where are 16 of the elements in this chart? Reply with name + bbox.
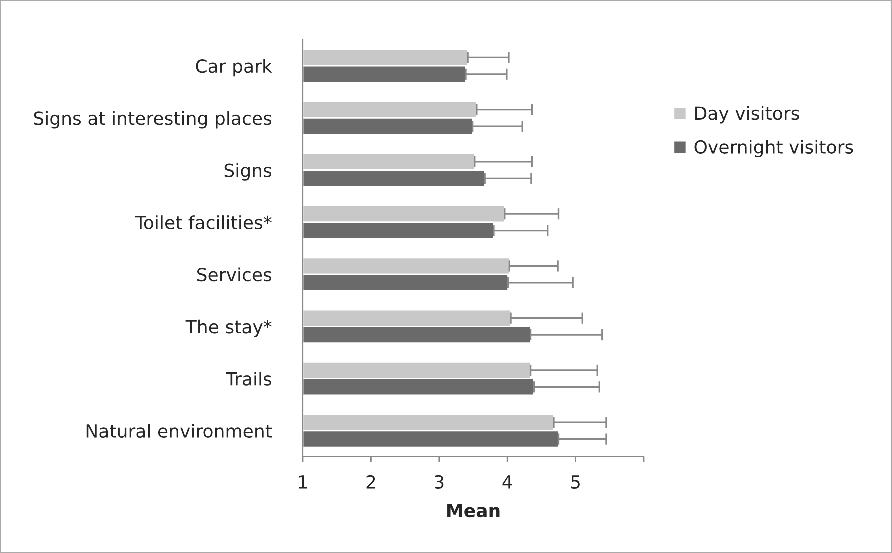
y-tick-label: Car park	[196, 59, 272, 77]
y-tick-label: Signs at interesting places	[34, 111, 272, 129]
legend-label: Day visitors	[696, 106, 800, 124]
x-tick-label: 2	[366, 475, 376, 489]
y-tick-label: Toilet facilities*	[135, 216, 272, 230]
x-tick-label: 3	[435, 475, 444, 490]
x-tick-label: 5	[571, 476, 580, 490]
y-tick-label: The stay*	[186, 320, 272, 338]
y-tick-label: Trails	[226, 372, 272, 386]
x-tick-label: 4	[502, 476, 512, 489]
y-tick-label: Signs	[224, 163, 272, 181]
y-tick-label: Services	[197, 268, 272, 282]
legend-label: Overnight visitors	[694, 140, 854, 158]
y-tick-label: Natural environment	[86, 424, 272, 438]
x-tick-label: 1	[299, 476, 308, 489]
x-axis-title: Mean	[448, 504, 500, 518]
